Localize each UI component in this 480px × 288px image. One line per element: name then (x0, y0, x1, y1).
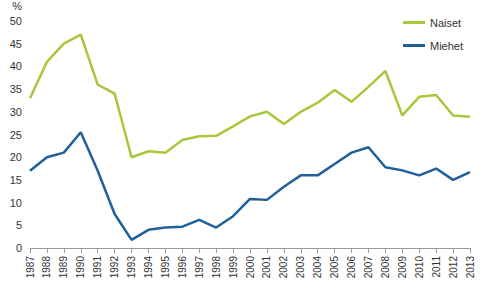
svg-text:1999: 1999 (228, 256, 239, 279)
svg-text:2013: 2013 (465, 256, 476, 279)
svg-text:Naiset: Naiset (430, 17, 461, 29)
svg-text:25: 25 (10, 129, 22, 141)
svg-text:1998: 1998 (211, 256, 222, 279)
svg-text:1996: 1996 (177, 256, 188, 279)
svg-text:2010: 2010 (414, 256, 425, 279)
svg-text:1991: 1991 (92, 256, 103, 279)
svg-text:1995: 1995 (160, 256, 171, 279)
svg-text:2000: 2000 (245, 256, 256, 279)
svg-text:1989: 1989 (58, 256, 69, 279)
svg-text:20: 20 (10, 151, 22, 163)
svg-text:2004: 2004 (312, 256, 323, 279)
svg-text:35: 35 (10, 83, 22, 95)
svg-text:2011: 2011 (431, 256, 442, 278)
svg-text:2001: 2001 (261, 256, 272, 279)
svg-text:1990: 1990 (75, 256, 86, 279)
svg-text:1988: 1988 (41, 256, 52, 279)
svg-text:5: 5 (16, 219, 22, 231)
svg-text:2006: 2006 (346, 256, 357, 279)
svg-text:50: 50 (10, 15, 22, 27)
svg-text:1994: 1994 (143, 256, 154, 279)
svg-text:0: 0 (16, 242, 22, 254)
svg-text:10: 10 (10, 197, 22, 209)
svg-text:1992: 1992 (109, 256, 120, 279)
svg-text:45: 45 (10, 38, 22, 50)
svg-text:2009: 2009 (397, 256, 408, 279)
svg-text:2003: 2003 (295, 256, 306, 279)
svg-text:40: 40 (10, 60, 22, 72)
svg-text:1993: 1993 (126, 256, 137, 279)
svg-text:2012: 2012 (448, 256, 459, 279)
svg-text:30: 30 (10, 106, 22, 118)
svg-text:1997: 1997 (194, 256, 205, 279)
svg-text:15: 15 (10, 174, 22, 186)
svg-text:2005: 2005 (329, 256, 340, 279)
svg-text:Miehet: Miehet (430, 40, 463, 52)
svg-text:1987: 1987 (25, 256, 36, 279)
svg-text:2008: 2008 (380, 256, 391, 279)
svg-text:%: % (12, 0, 22, 12)
svg-text:2002: 2002 (278, 256, 289, 279)
svg-text:2007: 2007 (363, 256, 374, 279)
